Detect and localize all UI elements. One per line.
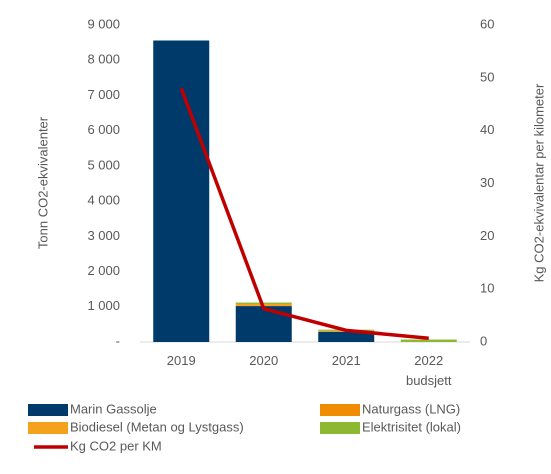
legend-label: Marin Gassolje	[70, 401, 157, 416]
x-tick-label: 2022 budsjett	[406, 353, 452, 388]
y2-tick-label: 30	[480, 175, 494, 190]
y-tick-label: 4 000	[87, 193, 120, 208]
y-tick-label: 2 000	[87, 263, 120, 278]
legend-swatch	[320, 404, 360, 416]
legend-swatch	[320, 422, 360, 434]
x-tick-label: 2021	[332, 353, 361, 368]
y2-tick-label: 60	[480, 16, 494, 31]
y-axis-title: Tonn CO2-ekvivalenter	[35, 116, 50, 249]
y-tick-label: 5 000	[87, 157, 120, 172]
legend-label: Elektrisitet (lokal)	[362, 419, 461, 434]
y2-tick-label: 40	[480, 122, 494, 137]
y-tick-label: 7 000	[87, 87, 120, 102]
legend-label: Naturgass (LNG)	[362, 401, 460, 416]
y-tick-label: -	[116, 333, 120, 348]
y-tick-label: 6 000	[87, 122, 120, 137]
y2-axis-title: Kg CO2-ekvivalentar per kilometer	[531, 83, 546, 282]
y-tick-label: 8 000	[87, 52, 120, 67]
y-tick-label: 1 000	[87, 298, 120, 313]
legend-swatch	[28, 404, 68, 416]
bar	[153, 40, 210, 343]
y2-tick-label: 10	[480, 281, 494, 296]
legend-swatch	[28, 422, 68, 434]
bar	[400, 339, 457, 342]
y2-tick-label: 20	[480, 228, 494, 243]
bar	[235, 302, 292, 304]
bar	[318, 331, 375, 342]
x-tick-label: 2020	[249, 353, 278, 368]
bar	[235, 306, 292, 342]
y2-tick-label: 50	[480, 69, 494, 84]
y2-tick-label: 0	[480, 333, 487, 348]
x-tick-label: 2019	[167, 353, 196, 368]
legend-label: Biodiesel (Metan og Lystgass)	[70, 419, 244, 434]
legend-label: Kg CO2 per KM	[70, 438, 162, 453]
y-tick-label: 9 000	[87, 16, 120, 31]
y-tick-label: 3 000	[87, 228, 120, 243]
line	[179, 87, 429, 341]
